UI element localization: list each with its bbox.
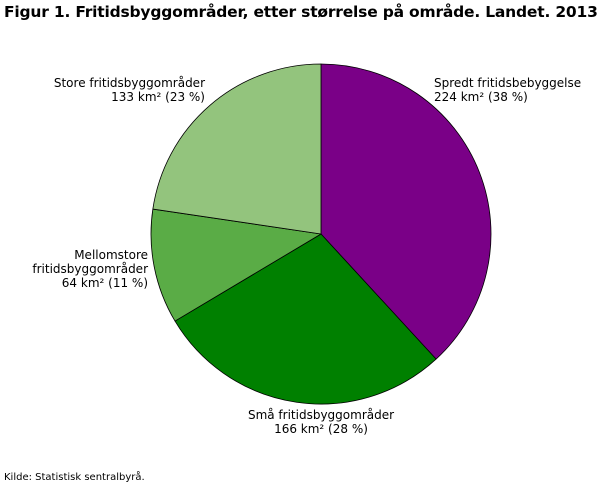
slice-name-text: fritidsbyggområder	[32, 262, 148, 276]
pie-slice-2	[174, 233, 437, 405]
pie-slice-4	[152, 63, 322, 235]
pie-slice-3	[150, 208, 322, 322]
slice-value-text: 224 km² (38 %)	[434, 90, 528, 104]
slice-value-text: 133 km² (23 %)	[111, 90, 205, 104]
pie-slice-1	[320, 63, 492, 360]
slice-value-text: 64 km² (11 %)	[62, 276, 148, 290]
slice-value-text: 166 km² (28 %)	[274, 422, 368, 436]
slice-name-text: Store fritidsbyggområder	[54, 76, 205, 90]
chart-title: Figur 1. Fritidsbyggområder, etter størr…	[4, 3, 598, 21]
slice-name-text: Spredt fritidsbebyggelse	[434, 76, 581, 90]
slice-name-text: Mellomstore	[74, 248, 148, 262]
source-note: Kilde: Statistisk sentralbyrå.	[4, 472, 145, 483]
slice-name-text: Små fritidsbyggområder	[248, 408, 394, 422]
